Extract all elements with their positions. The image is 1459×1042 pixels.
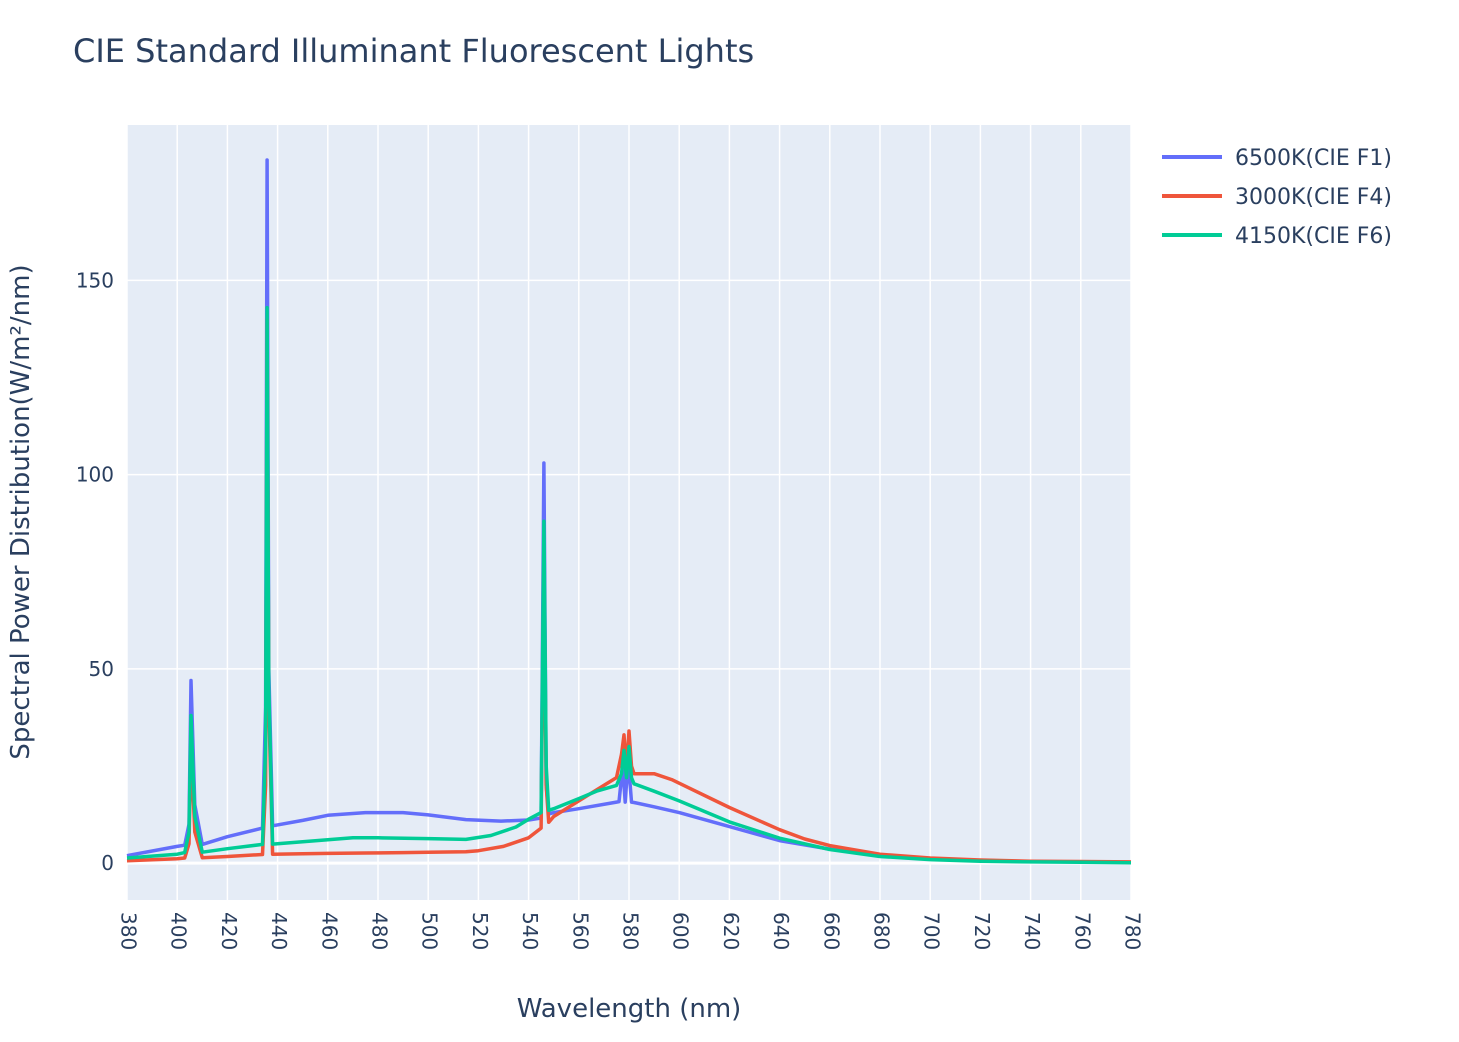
y-tick-label: 100 (76, 463, 114, 487)
x-axis-title: Wavelength (nm) (517, 994, 742, 1024)
x-tick-label: 440 (267, 912, 291, 950)
chart-title: CIE Standard Illuminant Fluorescent Ligh… (73, 32, 754, 70)
x-tick-label: 580 (619, 912, 643, 950)
x-tick-label: 760 (1070, 912, 1094, 950)
x-tick-label: 660 (819, 912, 843, 950)
legend-item[interactable]: 3000K(CIE F4) (1162, 185, 1392, 210)
y-tick-label: 150 (76, 268, 114, 292)
y-tick-label: 0 (101, 851, 114, 875)
x-tick-label: 540 (518, 912, 542, 950)
x-tick-label: 600 (669, 912, 693, 950)
series-lines (126, 158, 1132, 865)
legend-item[interactable]: 6500K(CIE F1) (1162, 146, 1392, 171)
y-tick-label: 50 (89, 657, 114, 681)
x-tick-label: 420 (217, 912, 241, 950)
x-tick-label: 780 (1121, 912, 1145, 950)
x-tick-label: 380 (117, 912, 141, 950)
legend[interactable]: 6500K(CIE F1) 3000K(CIE F4) 4150K(CIE F6) (1162, 146, 1392, 249)
x-tick-label: 700 (920, 912, 944, 950)
legend-label: 3000K(CIE F4) (1235, 185, 1392, 210)
x-tick-label: 560 (568, 912, 592, 950)
x-tick-label: 500 (418, 912, 442, 950)
x-tick-label: 640 (769, 912, 793, 950)
x-tick-label: 680 (870, 912, 894, 950)
x-tick-label: 520 (468, 912, 492, 950)
x-tick-label: 720 (970, 912, 994, 950)
x-tick-label: 480 (368, 912, 392, 950)
y-axis-ticks: 0 50 100 150 (76, 268, 114, 875)
x-tick-label: 620 (719, 912, 743, 950)
legend-label: 6500K(CIE F1) (1235, 146, 1392, 171)
y-axis-title: Spectral Power Distribution(W/m²/nm) (6, 264, 36, 759)
x-axis-ticks: 380 400 420 440 460 480 500 520 540 560 580 600 620 6… (117, 912, 1145, 950)
x-tick-label: 740 (1020, 912, 1044, 950)
x-tick-label: 400 (167, 912, 191, 950)
legend-item[interactable]: 4150K(CIE F6) (1162, 224, 1392, 249)
legend-label: 4150K(CIE F6) (1235, 224, 1392, 249)
x-tick-label: 460 (317, 912, 341, 950)
series-line-2[interactable] (126, 305, 1132, 865)
